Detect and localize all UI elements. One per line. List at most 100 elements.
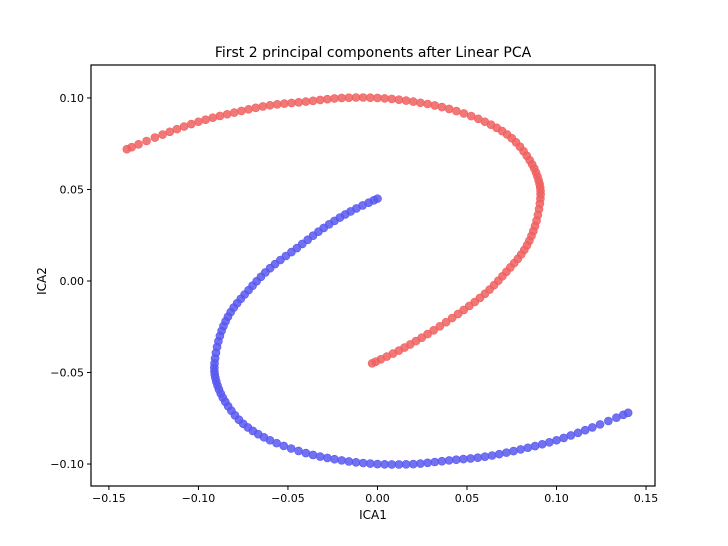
x-axis-label: ICA1: [359, 508, 387, 522]
data-point: [272, 100, 282, 109]
y-axis-ticks: −0.10 −0.05 0.00 0.05 0.10: [50, 92, 91, 471]
x-axis-ticks: −0.15 −0.10 −0.05 0.00 0.05 0.10 0.15: [92, 486, 658, 505]
data-point: [265, 100, 275, 110]
data-point: [494, 449, 504, 459]
data-point: [595, 420, 605, 429]
data-point: [573, 428, 583, 438]
data-point: [444, 456, 454, 465]
data-point: [366, 93, 375, 102]
data-point: [430, 457, 440, 467]
data-point: [394, 95, 404, 105]
data-point: [387, 460, 397, 469]
data-point: [423, 99, 432, 109]
data-point: [351, 457, 361, 467]
y-tick-label: 0.05: [60, 183, 85, 196]
plot-area: [90, 64, 656, 487]
y-axis-label: ICA2: [35, 267, 49, 295]
data-point: [408, 97, 418, 106]
y-tick-label: −0.05: [50, 367, 84, 380]
data-point: [286, 444, 296, 453]
data-point: [150, 133, 160, 142]
data-point: [452, 106, 461, 116]
data-point: [441, 317, 451, 327]
data-point: [552, 435, 561, 445]
data-point: [366, 459, 375, 468]
y-tick-label: 0.00: [60, 275, 85, 288]
data-point: [208, 113, 218, 123]
data-point: [308, 450, 318, 460]
data-point: [453, 309, 463, 319]
data-point: [330, 94, 339, 103]
data-point: [351, 93, 361, 102]
data-point: [516, 445, 526, 454]
data-point: [294, 446, 303, 456]
data-point: [229, 108, 239, 117]
data-point: [502, 448, 511, 457]
data-point: [437, 102, 447, 112]
data-point: [447, 313, 457, 323]
data-point: [487, 451, 497, 460]
data-point: [237, 106, 246, 116]
data-point: [287, 98, 296, 108]
data-point: [530, 441, 540, 451]
data-point: [435, 321, 445, 331]
data-point: [294, 97, 304, 107]
series-2: [210, 194, 633, 469]
data-point: [416, 459, 425, 468]
data-point: [588, 423, 597, 432]
chart-title: First 2 principal components after Linea…: [215, 45, 532, 61]
data-point: [280, 99, 289, 108]
data-point: [623, 408, 633, 418]
data-point: [344, 93, 354, 102]
data-point: [279, 441, 289, 451]
data-point: [367, 359, 377, 368]
data-point: [134, 140, 143, 149]
data-point: [301, 448, 311, 458]
data-point: [358, 458, 368, 468]
data-point: [459, 454, 468, 464]
data-point: [315, 452, 325, 461]
data-point: [401, 460, 411, 469]
data-points: [122, 93, 633, 469]
data-point: [401, 96, 411, 105]
data-point: [545, 438, 554, 447]
y-tick-label: −0.10: [50, 458, 84, 471]
data-point: [251, 103, 261, 113]
data-point: [373, 459, 382, 469]
x-tick-label: 0.15: [634, 492, 659, 505]
data-point: [258, 102, 268, 111]
data-point: [466, 454, 475, 463]
data-point: [394, 460, 404, 469]
data-point: [430, 101, 440, 110]
data-point: [408, 459, 418, 469]
data-point: [459, 109, 469, 118]
data-point: [380, 460, 389, 469]
data-point: [387, 94, 397, 104]
data-point: [423, 458, 432, 468]
data-point: [165, 127, 175, 137]
data-point: [509, 446, 518, 456]
data-point: [337, 456, 346, 465]
x-tick-label: 0.00: [365, 492, 390, 505]
data-point: [566, 431, 576, 440]
data-point: [172, 124, 182, 134]
data-point: [244, 105, 253, 114]
data-point: [158, 130, 167, 139]
x-tick-label: −0.05: [271, 492, 305, 505]
plot-frame: [90, 64, 656, 487]
data-point: [437, 456, 447, 466]
x-tick-label: 0.05: [455, 492, 480, 505]
data-point: [480, 452, 490, 462]
data-point: [473, 453, 483, 462]
data-point: [537, 439, 547, 449]
data-point: [201, 115, 210, 124]
data-point: [330, 454, 339, 464]
x-tick-label: −0.10: [182, 492, 216, 505]
data-point: [604, 416, 613, 426]
y-tick-label: 0.10: [60, 92, 85, 105]
data-point: [301, 97, 311, 106]
series-1: [122, 93, 545, 368]
data-point: [373, 93, 382, 103]
data-point: [444, 104, 454, 114]
data-point: [323, 453, 332, 463]
